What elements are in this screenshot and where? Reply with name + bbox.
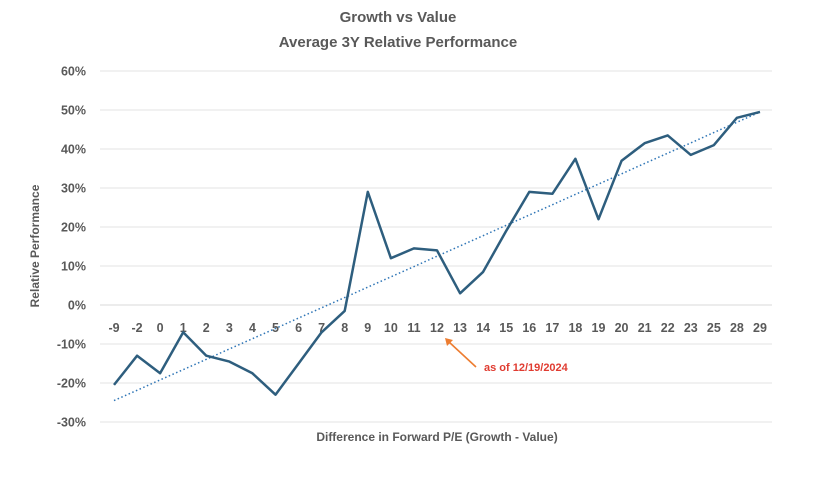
chart-title: Growth vs Value — [340, 9, 457, 26]
x-tick-label: 8 — [341, 321, 348, 335]
x-tick-label: 19 — [592, 321, 606, 335]
annotation: as of 12/19/2024 — [445, 338, 569, 374]
y-tick-label: 40% — [61, 143, 86, 157]
y-tick-label: 30% — [61, 182, 86, 196]
x-tick-label: 17 — [545, 321, 559, 335]
x-tick-label: 21 — [638, 321, 652, 335]
y-tick-label: -10% — [57, 338, 86, 352]
x-tick-label: 20 — [615, 321, 629, 335]
x-tick-label: 6 — [295, 321, 302, 335]
y-tick-label: 10% — [61, 260, 86, 274]
y-tick-label: 60% — [61, 65, 86, 79]
x-tick-label: 11 — [407, 321, 420, 335]
y-tick-label: 20% — [61, 221, 86, 235]
annotation-arrowhead — [445, 338, 453, 346]
x-tick-label: -2 — [132, 321, 143, 335]
x-tick-label: 7 — [318, 321, 325, 335]
x-tick-label: 14 — [476, 321, 490, 335]
x-axis-label: Difference in Forward P/E (Growth - Valu… — [316, 430, 557, 444]
x-tick-label: 9 — [364, 321, 371, 335]
annotation-text: as of 12/19/2024 — [484, 362, 569, 374]
x-tick-label: 23 — [684, 321, 698, 335]
series-line — [113, 110, 761, 396]
x-tick-label: 3 — [226, 321, 233, 335]
x-tick-label: 22 — [661, 321, 675, 335]
y-axis-label: Relative Performance — [28, 184, 42, 307]
x-tick-label: 12 — [430, 321, 444, 335]
x-tick-label: 15 — [499, 321, 513, 335]
x-tick-label: -9 — [108, 321, 119, 335]
x-tick-label: 18 — [568, 321, 582, 335]
y-axis-ticks: -30% -20% -10% 0% 10% 20% 30% 40% 50% 60% — [57, 65, 86, 430]
x-tick-label: 28 — [730, 321, 744, 335]
x-tick-label: 1 — [180, 321, 187, 335]
x-tick-label: 29 — [753, 321, 767, 335]
x-tick-label: 0 — [157, 321, 164, 335]
y-tick-label: 0% — [68, 299, 86, 313]
gridlines — [100, 70, 772, 423]
y-tick-label: -20% — [57, 377, 86, 391]
y-tick-label: -30% — [57, 416, 86, 430]
x-tick-label: 4 — [249, 321, 256, 335]
chart-subtitle: Average 3Y Relative Performance — [279, 34, 517, 51]
y-tick-label: 50% — [61, 104, 86, 118]
x-tick-label: 25 — [707, 321, 721, 335]
x-tick-label: 16 — [522, 321, 536, 335]
x-tick-label: 10 — [384, 321, 398, 335]
x-axis-ticks: -9-2012345678910111213141516171819202122… — [108, 321, 767, 335]
x-tick-label: 2 — [203, 321, 210, 335]
x-tick-label: 13 — [453, 321, 467, 335]
annotation-arrow — [448, 341, 477, 368]
